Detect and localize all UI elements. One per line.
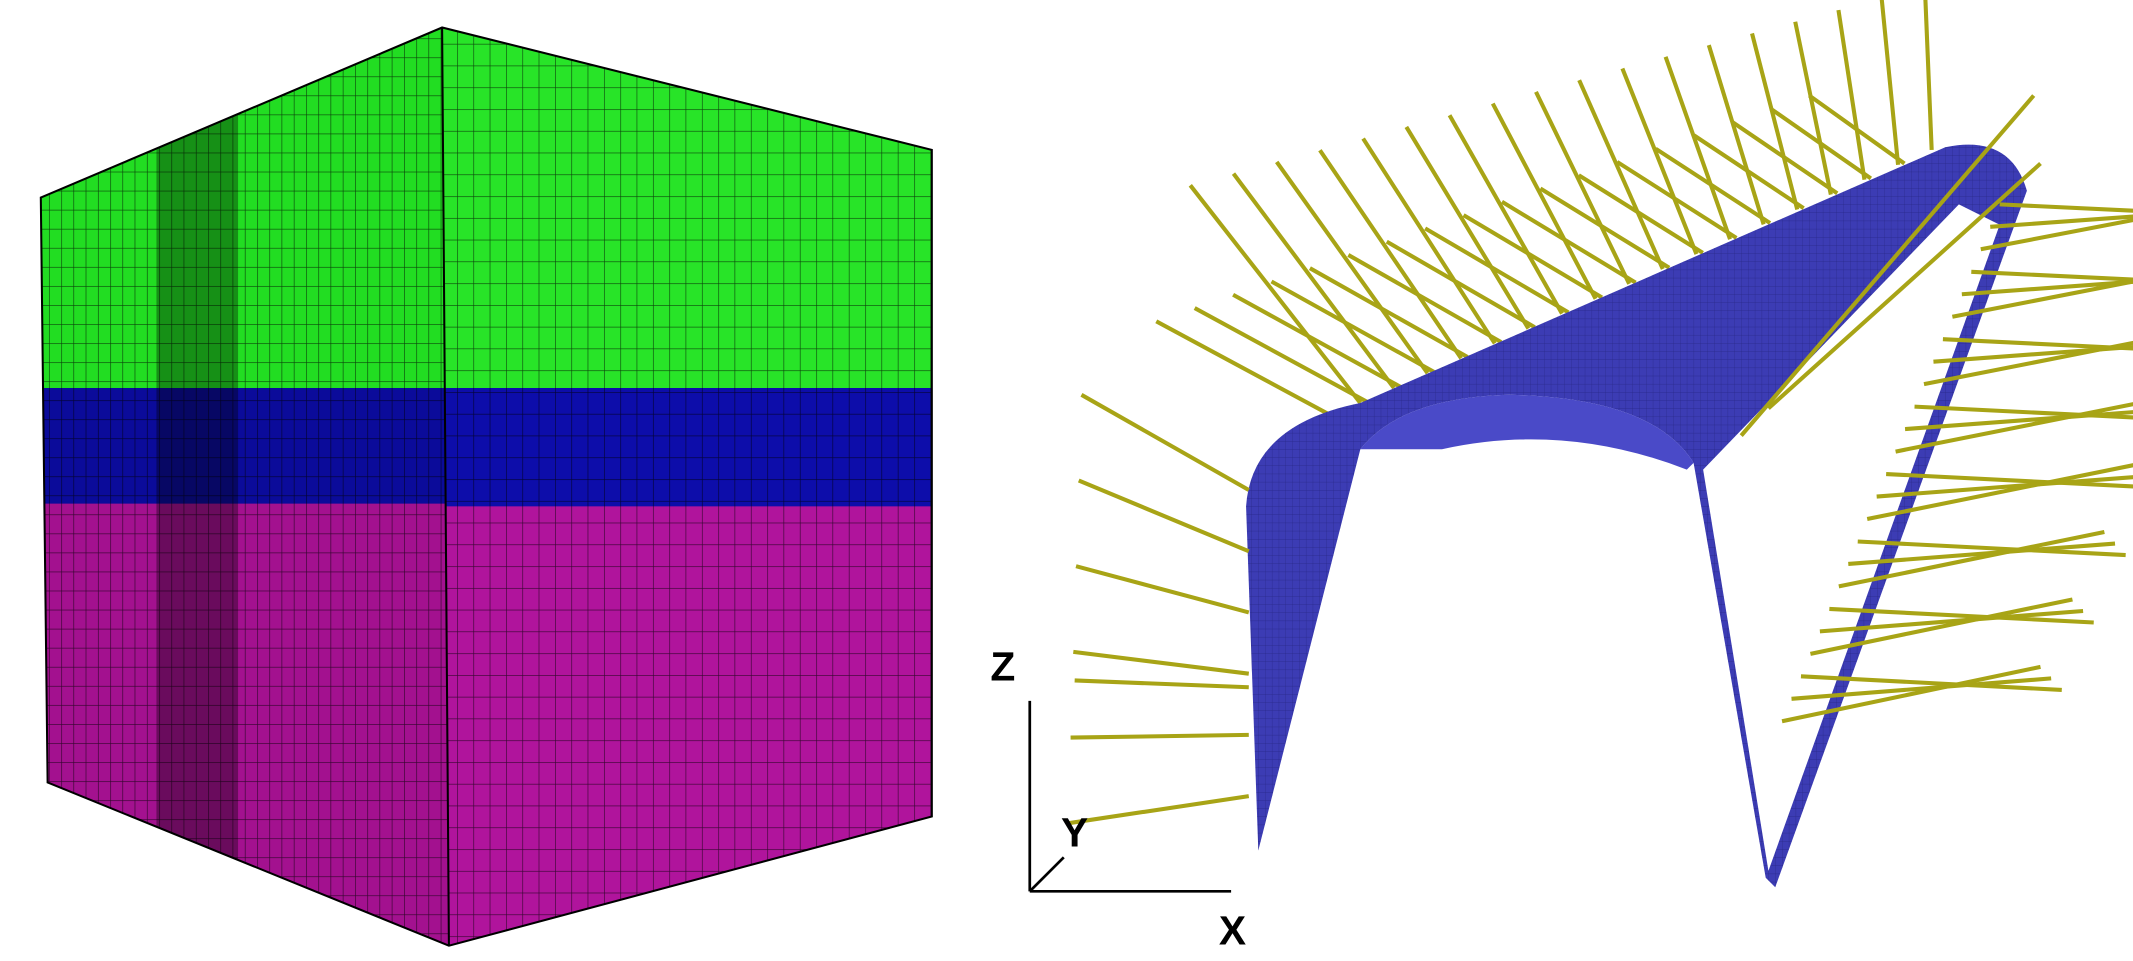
bolt — [1270, 279, 1435, 374]
bolt — [1067, 794, 1250, 826]
bolt — [1616, 160, 1738, 240]
bolt — [1500, 200, 1637, 285]
cube-right-face — [442, 27, 932, 946]
bolt — [1534, 90, 1632, 285]
bolt — [1800, 674, 2062, 692]
bolt — [1318, 149, 1463, 360]
bolt — [1769, 107, 1873, 181]
bolt — [1462, 213, 1604, 300]
bolt — [1886, 472, 2133, 489]
bolt — [1539, 186, 1671, 270]
bolt — [1951, 279, 2133, 319]
bolt — [1075, 564, 1250, 615]
bolt — [1424, 226, 1570, 315]
bolt — [1232, 292, 1402, 389]
bolt — [1385, 239, 1536, 330]
bolt — [1942, 337, 2133, 351]
bolt — [1793, 21, 1833, 196]
bolt — [1155, 319, 1335, 419]
bolt — [1810, 597, 2073, 656]
bolts-back — [1155, 0, 1934, 419]
bolt — [1404, 125, 1531, 330]
bolt — [1933, 344, 2133, 364]
bolt — [1999, 202, 2133, 213]
bolt — [1731, 120, 1839, 195]
bolt — [1829, 606, 2094, 625]
axis-label-y: Y — [1061, 809, 1088, 855]
bolt — [1971, 269, 2133, 282]
bolt — [1074, 678, 1249, 690]
tunnel — [1246, 144, 2027, 888]
bolt — [1791, 676, 2052, 701]
bolt — [1577, 79, 1665, 270]
bolt — [1961, 279, 2133, 297]
bolt — [1980, 217, 2133, 252]
bolt — [1739, 94, 2036, 437]
bolt — [1706, 44, 1766, 225]
bolt — [1490, 102, 1598, 300]
bolt — [1193, 306, 1368, 404]
axis-label-z: Z — [990, 643, 1015, 689]
bolt — [1347, 253, 1503, 344]
bolt — [1819, 608, 2084, 634]
cube-edges — [39, 26, 933, 947]
bolt — [1990, 214, 2133, 229]
bolt — [1914, 404, 2133, 420]
bolt — [1447, 114, 1564, 315]
bolt — [1077, 478, 1250, 554]
bolt — [1879, 0, 1901, 166]
bolt — [1750, 32, 1800, 210]
bolt — [1654, 146, 1772, 225]
bolt — [1663, 56, 1732, 240]
cube-left-face — [40, 27, 449, 946]
bolts-front — [1067, 94, 2133, 826]
bolt — [1361, 137, 1497, 345]
bolt — [1904, 410, 2133, 432]
bolt — [1781, 664, 2041, 724]
bolt — [1923, 340, 2133, 387]
bolt — [1866, 463, 2133, 522]
bolt — [1895, 402, 2133, 454]
bolt — [1275, 160, 1430, 375]
bolt — [1808, 93, 1906, 166]
bolt — [1070, 732, 1249, 740]
bolt — [1692, 133, 1805, 210]
axis-triad — [1028, 700, 1232, 893]
bolt — [1923, 0, 1934, 151]
bolt — [1308, 266, 1469, 359]
bolt — [1876, 475, 2133, 499]
bolt — [1577, 173, 1704, 255]
bolt — [1767, 162, 2042, 410]
bolt — [1188, 184, 1362, 405]
bolt — [1231, 172, 1396, 390]
bolt — [1838, 530, 2105, 589]
bolt — [1848, 541, 2116, 566]
bolt — [1836, 9, 1867, 181]
bolt — [1073, 649, 1250, 676]
bolt — [1080, 393, 1250, 492]
bolt — [1620, 67, 1699, 255]
bolt — [1857, 539, 2126, 558]
axis-label-x: X — [1219, 907, 1246, 953]
